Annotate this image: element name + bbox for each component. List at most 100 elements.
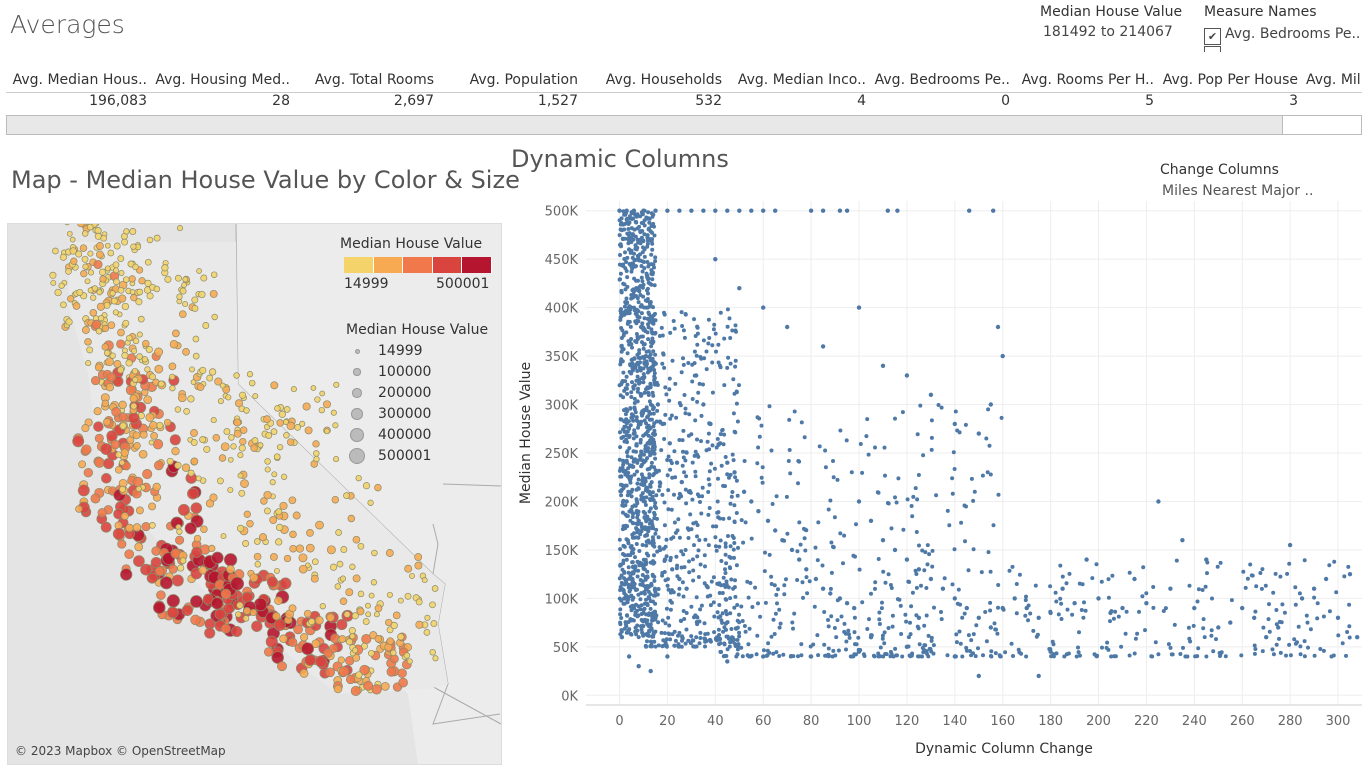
map-point[interactable] [94,363,103,372]
map-point[interactable] [274,405,281,412]
scatter-point[interactable] [1204,557,1209,562]
scatter-point[interactable] [715,610,720,615]
scatter-point[interactable] [1106,595,1111,600]
scatter-point[interactable] [842,629,847,634]
scatter-point[interactable] [749,499,754,504]
scatter-point[interactable] [690,497,695,502]
scatter-point[interactable] [637,348,642,353]
map-point[interactable] [310,574,319,583]
scatter-point[interactable] [976,615,981,620]
scatter-point[interactable] [646,595,651,600]
scatter-point[interactable] [653,208,658,213]
scatter-point[interactable] [646,633,651,638]
map-point[interactable] [325,667,335,678]
map-point[interactable] [249,573,259,583]
scatter-point[interactable] [647,450,652,454]
scatter-point[interactable] [1203,584,1208,589]
scatter-point[interactable] [1214,637,1218,642]
scatter-point[interactable] [676,642,681,647]
scatter-point[interactable] [969,476,974,481]
scatter-point[interactable] [691,638,696,643]
scatter-point[interactable] [712,322,717,327]
map-point[interactable] [386,591,393,598]
scatter-point[interactable] [856,499,862,504]
scatter-point[interactable] [619,628,624,633]
scatter-point[interactable] [639,522,644,527]
scatter-point[interactable] [651,634,656,639]
scatter-point[interactable] [792,611,797,616]
scatter-point[interactable] [623,250,627,255]
scatter-point[interactable] [774,592,779,597]
scatter-point[interactable] [619,493,624,498]
scatter-point[interactable] [952,654,957,659]
map-point[interactable] [65,268,72,275]
scatter-point[interactable] [1059,601,1064,606]
scatter-point[interactable] [1284,653,1288,658]
scatter-point[interactable] [713,208,718,213]
map-point[interactable] [276,443,284,451]
map-point[interactable] [260,497,268,505]
scatter-point[interactable] [1239,653,1244,658]
scatter-point[interactable] [703,636,708,641]
map-point[interactable] [238,444,246,452]
scatter-point[interactable] [725,460,730,465]
scatter-point[interactable] [693,418,698,423]
scatter-point[interactable] [656,587,661,591]
scatter-point[interactable] [929,418,934,423]
map-point[interactable] [300,633,309,642]
scatter-point[interactable] [652,283,657,288]
scatter-point[interactable] [947,523,952,528]
scatter-point[interactable] [992,621,997,626]
scatter-point[interactable] [653,456,658,461]
scatter-point[interactable] [817,444,822,449]
map-point[interactable] [66,230,73,237]
scatter-point[interactable] [1108,610,1113,616]
scatter-point[interactable] [640,279,645,284]
scatter-point[interactable] [1151,585,1156,589]
scatter-point[interactable] [622,257,627,261]
scatter-point[interactable] [667,398,672,403]
scatter-point[interactable] [619,344,624,349]
scatter-point[interactable] [837,596,843,601]
scatter-point[interactable] [1229,598,1234,603]
scatter-point[interactable] [640,543,645,547]
scatter-point[interactable] [649,519,654,524]
scatter-point[interactable] [815,558,820,563]
map-point[interactable] [228,434,235,441]
scatter-point[interactable] [743,629,748,634]
map-point[interactable] [179,287,187,295]
scatter-point[interactable] [746,595,751,600]
map-point[interactable] [336,560,344,568]
scatter-point[interactable] [629,509,634,514]
scatter-point[interactable] [625,493,630,498]
scatter-point[interactable] [619,482,623,487]
scatter-point[interactable] [1277,636,1281,641]
scatter-point[interactable] [915,432,920,437]
scatter-point[interactable] [640,321,645,326]
scatter-point[interactable] [636,425,640,430]
scatter-point[interactable] [652,442,657,447]
scatter-point[interactable] [908,632,913,637]
scatter-point[interactable] [1178,652,1183,656]
map-point[interactable] [131,347,138,355]
scatter-point[interactable] [1163,606,1168,611]
scatter-point[interactable] [674,415,679,420]
scatter-point[interactable] [811,642,816,647]
map-point[interactable] [171,574,184,587]
map-point[interactable] [67,295,75,303]
scatter-point[interactable] [645,446,650,451]
scatter-point[interactable] [629,550,634,555]
map-point[interactable] [373,611,380,618]
scatter-point[interactable] [1058,596,1063,601]
scatter-point[interactable] [828,586,833,591]
checkbox-icon[interactable] [1204,46,1221,52]
scatter-point[interactable] [722,653,727,658]
scatter-point[interactable] [624,269,629,273]
scatter-point[interactable] [652,368,657,372]
scatter-point[interactable] [647,472,652,477]
scatter-point[interactable] [694,373,699,378]
scatter-point[interactable] [873,580,878,585]
map-point[interactable] [131,367,139,375]
scatter-point[interactable] [643,432,648,437]
scatter-point[interactable] [630,617,635,622]
